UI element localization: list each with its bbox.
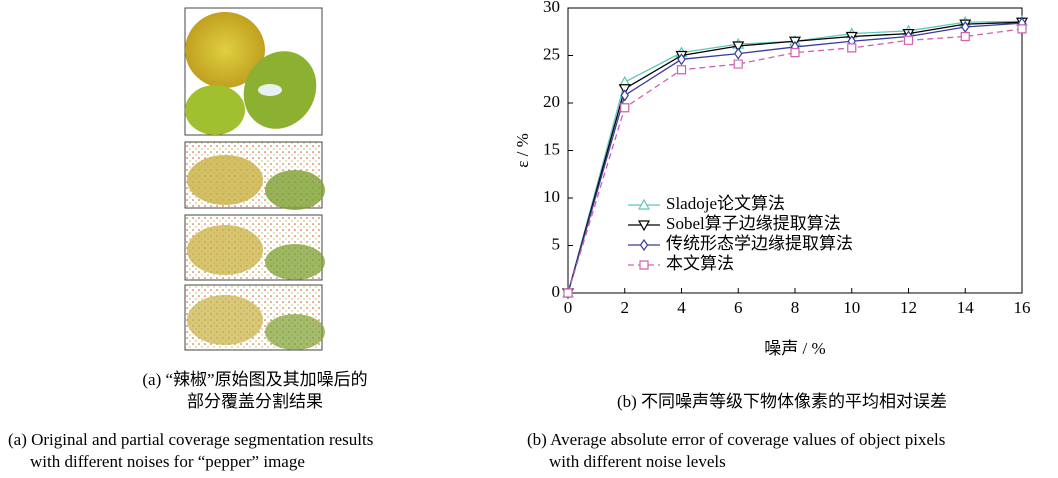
x-tick-label: 16 bbox=[1014, 298, 1031, 317]
y-tick-label: 10 bbox=[543, 187, 560, 206]
y-axis-label: ε / % bbox=[513, 133, 532, 168]
legend-label: 传统形态学边缘提取算法 bbox=[666, 234, 853, 253]
x-tick-label: 6 bbox=[734, 298, 743, 317]
legend-label: Sladoje论文算法 bbox=[666, 194, 785, 213]
legend-label: Sobel算子边缘提取算法 bbox=[666, 214, 841, 233]
caption: (b) 不同噪声等级下物体像素的平均相对误差 bbox=[617, 392, 947, 411]
caption: with different noises for “pepper” image bbox=[30, 452, 305, 471]
pepper-images bbox=[184, 7, 325, 351]
legend-marker bbox=[639, 260, 649, 270]
y-tick-label: 15 bbox=[543, 139, 560, 158]
marker bbox=[960, 31, 970, 42]
y-tick-label: 5 bbox=[552, 234, 561, 253]
legend-marker bbox=[639, 238, 649, 252]
series-line bbox=[567, 28, 1023, 294]
marker bbox=[677, 53, 686, 66]
legend-marker bbox=[637, 220, 651, 232]
marker bbox=[620, 103, 630, 113]
marker bbox=[676, 65, 687, 75]
marker bbox=[903, 35, 914, 45]
y-tick-label: 20 bbox=[543, 92, 560, 111]
caption: 部分覆盖分割结果 bbox=[187, 392, 323, 411]
x-tick-label: 12 bbox=[900, 298, 917, 317]
marker bbox=[1017, 24, 1027, 34]
y-tick-label: 25 bbox=[543, 44, 560, 63]
chart: 0 2 4 6 8 10 12 14 16 0 5 10 15 20 25 30 噪声 / % ε / % Slad… bbox=[513, 0, 1031, 358]
caption: (a) Original and partial coverage segmen… bbox=[8, 430, 373, 449]
marker bbox=[734, 47, 743, 60]
caption: (b) Average absolute error of coverage v… bbox=[527, 430, 945, 449]
x-tick-label: 14 bbox=[957, 298, 975, 317]
marker bbox=[732, 41, 745, 53]
x-tick-label: 2 bbox=[621, 298, 630, 317]
caption: (a) “辣椒”原始图及其加噪后的 bbox=[142, 370, 367, 389]
marker bbox=[563, 288, 573, 298]
marker bbox=[620, 89, 629, 102]
marker bbox=[790, 48, 800, 58]
x-tick-label: 10 bbox=[843, 298, 860, 317]
marker bbox=[733, 59, 743, 69]
x-tick-label: 4 bbox=[677, 298, 686, 317]
y-tick-label: 30 bbox=[543, 0, 560, 16]
legend-marker bbox=[637, 198, 651, 210]
caption: with different noise levels bbox=[549, 452, 726, 471]
legend-label: 本文算法 bbox=[666, 254, 734, 273]
x-axis-label: 噪声 / % bbox=[764, 339, 825, 358]
marker bbox=[847, 43, 857, 53]
y-tick-label: 0 bbox=[552, 282, 561, 301]
marker bbox=[618, 84, 631, 95]
x-tick-label: 8 bbox=[791, 298, 800, 317]
x-tick-label: 0 bbox=[564, 298, 573, 317]
